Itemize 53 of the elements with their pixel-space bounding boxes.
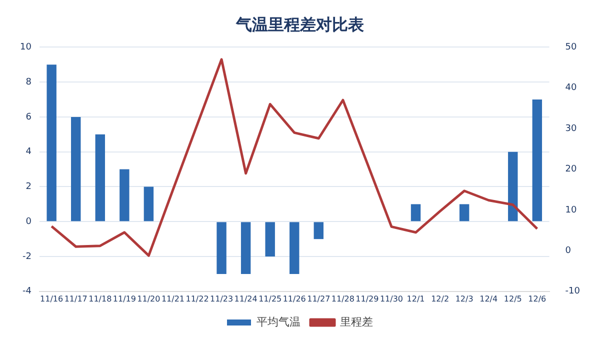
bar — [265, 222, 275, 257]
y-tick-label: 6 — [26, 112, 32, 122]
x-tick-label: 11/18 — [88, 294, 112, 304]
x-tick-label: 12/2 — [431, 294, 450, 304]
y2-tick-label: 40 — [565, 83, 578, 94]
bar — [240, 222, 251, 274]
legend-label: 平均气温 — [256, 315, 300, 328]
x-tick-label: 11/28 — [331, 294, 354, 304]
x-tick-label: 12/1 — [406, 294, 425, 304]
y2-tick-label: 50 — [565, 42, 578, 53]
x-tick-label: 11/29 — [356, 294, 379, 304]
y-tick-label: -2 — [22, 252, 32, 262]
x-tick-label: 11/23 — [210, 294, 234, 304]
chart-title: 气温里程差对比表 — [235, 14, 365, 34]
x-tick-label: 11/26 — [282, 294, 306, 304]
y-tick-label: 0 — [26, 216, 32, 227]
bar — [144, 186, 154, 222]
bar — [508, 152, 518, 222]
x-tick-label: 11/19 — [112, 294, 136, 304]
x-tick-label: 11/17 — [64, 294, 88, 304]
legend-label: 里程差 — [340, 315, 373, 328]
y2-tick-label: 20 — [565, 164, 578, 175]
x-tick-label: 12/6 — [528, 294, 546, 304]
bar — [95, 134, 106, 222]
y-tick-label: 10 — [20, 42, 32, 53]
bar — [314, 222, 324, 240]
y2-tick-label: 30 — [565, 124, 578, 134]
bar — [216, 222, 226, 274]
y-tick-label: -4 — [22, 286, 32, 297]
x-tick-label: 11/16 — [40, 294, 64, 304]
x-tick-label: 11/25 — [258, 294, 282, 304]
y2-tick-label: -10 — [565, 286, 580, 297]
x-tick-label: 11/27 — [307, 294, 330, 304]
x-tick-label: 12/3 — [455, 294, 474, 304]
bar — [410, 204, 421, 222]
y-tick-label: 4 — [26, 147, 32, 158]
x-tick-label: 11/21 — [161, 294, 185, 304]
y-tick-label: 8 — [26, 77, 32, 88]
bar — [46, 64, 56, 222]
y-tick-label: 2 — [26, 182, 32, 192]
x-tick-label: 12/4 — [480, 294, 498, 304]
x-tick-label: 12/5 — [504, 294, 522, 304]
x-tick-label: 11/24 — [234, 294, 258, 304]
bar — [532, 100, 542, 222]
bar — [71, 116, 81, 222]
bar — [459, 204, 470, 222]
bar — [120, 169, 130, 222]
x-tick-label: 11/30 — [380, 294, 404, 304]
bar — [290, 222, 300, 274]
y2-tick-label: 0 — [565, 246, 572, 256]
y2-tick-label: 10 — [565, 205, 578, 216]
x-tick-label: 11/20 — [137, 294, 160, 304]
x-tick-label: 11/22 — [186, 294, 209, 304]
